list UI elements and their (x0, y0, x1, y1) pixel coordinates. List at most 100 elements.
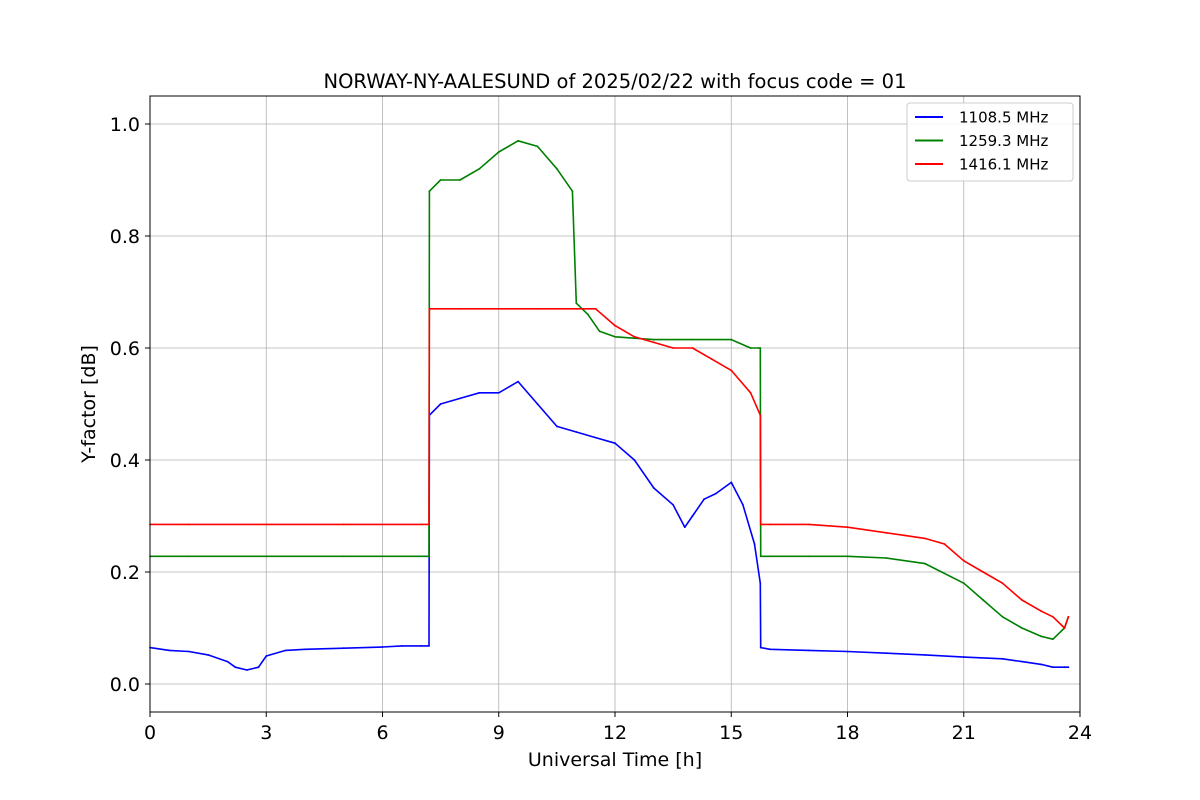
chart-title: NORWAY-NY-AALESUND of 2025/02/22 with fo… (324, 70, 907, 93)
series-0-point (234, 666, 237, 669)
x-tick-label: 9 (493, 722, 505, 744)
series-0-point (517, 380, 519, 383)
series-0-point (703, 498, 705, 501)
series-2-point (428, 307, 431, 310)
legend: 1108.5 MHz 1259.3 MHz 1416.1 MHz (906, 102, 1074, 182)
series-0-point (536, 403, 539, 405)
series-0-point (807, 649, 810, 652)
series-0-point (691, 515, 694, 517)
series-2-point (1052, 615, 1054, 618)
series-0-point (759, 646, 762, 649)
series-0-point (730, 481, 733, 484)
x-tick-label: 18 (835, 722, 859, 744)
series-2-point (691, 347, 694, 349)
series-1-point (691, 338, 694, 341)
series-2-point (749, 391, 752, 394)
series-2-point (497, 307, 500, 310)
series-2-point (536, 307, 539, 310)
x-tick-label: 0 (144, 722, 156, 744)
series-0-point (683, 526, 686, 529)
series-1-point (982, 599, 984, 601)
series-1-point (759, 555, 762, 558)
legend-label-1: 1259.3 MHz (959, 132, 1048, 150)
series-2-point (265, 523, 268, 526)
series-1-point (1052, 638, 1054, 641)
series-1-point (571, 190, 574, 193)
series-1-point (759, 347, 762, 349)
series-0-point (1040, 663, 1043, 666)
series-2-point (652, 341, 655, 344)
series-0-point (594, 436, 597, 439)
series-0-point (428, 645, 430, 647)
x-tick-label: 12 (603, 722, 627, 744)
series-0-point (1052, 666, 1054, 669)
legend-frame (906, 102, 1074, 182)
x-tick-label: 24 (1068, 722, 1092, 744)
series-2-point (633, 335, 636, 338)
series-0-point (885, 652, 888, 655)
series-0-point (284, 649, 287, 652)
series-0-point (714, 492, 717, 495)
series-0-point (924, 654, 926, 656)
series-1-point (749, 347, 752, 349)
series-0-point (497, 391, 500, 394)
series-2-point (759, 414, 762, 417)
series-1-point (459, 179, 461, 181)
series-0-point (246, 669, 248, 671)
series-0-point (257, 666, 260, 669)
series-2-point (1001, 582, 1004, 585)
series-1-point (962, 582, 965, 585)
series-2-point (730, 369, 733, 372)
legend-label-0: 1108.5 MHz (959, 109, 1048, 127)
series-2-point (575, 307, 578, 310)
x-tick-label: 21 (952, 722, 976, 744)
y-tick-label: 0.2 (110, 562, 140, 584)
x-tick-label: 3 (260, 722, 272, 744)
series-0-point (1021, 660, 1023, 663)
series-1-point (428, 555, 430, 558)
x-axis-label: Universal Time [h] (528, 749, 702, 771)
series-0-point (1063, 666, 1066, 669)
series-1-point (652, 338, 655, 341)
series-2-point (962, 559, 965, 562)
series-2-point (982, 571, 984, 573)
series-2-point (885, 531, 888, 534)
series-0-point (381, 646, 384, 648)
series-0-point (342, 647, 345, 650)
series-2-point (1063, 627, 1066, 629)
series-0-point (672, 503, 674, 506)
series-0-point (614, 442, 616, 445)
series-1-point (265, 555, 268, 558)
series-0-point (207, 654, 210, 656)
series-2-point (614, 324, 616, 327)
series-1-point (187, 555, 190, 558)
series-0-point (742, 503, 744, 506)
axes: 0 3 6 9 12 15 18 21 24 0.0 0.2 0.4 0.6 0.8 1.0 (110, 114, 1092, 744)
series-0-point (304, 648, 306, 651)
series-2-point (711, 358, 713, 361)
series-1-point (556, 167, 558, 170)
series-1-point (420, 555, 423, 558)
series-0-point (575, 431, 578, 433)
series-1-point (614, 335, 616, 338)
series-0-point (962, 656, 965, 658)
series-2-point (1040, 610, 1043, 613)
series-1-point (807, 555, 810, 558)
series-0-point (1067, 666, 1070, 669)
series-0-point (759, 582, 762, 585)
series-1-point (428, 190, 431, 193)
series-2-point (342, 523, 345, 526)
x-tick-label: 6 (376, 722, 388, 744)
series-2-point (943, 543, 946, 545)
series-1-point (497, 151, 500, 153)
series-1-point (536, 145, 539, 148)
series-2-point (846, 526, 849, 529)
series-0-point (226, 660, 229, 663)
series-0-point (478, 391, 481, 394)
series-1-point (769, 555, 771, 558)
series-1-point (924, 562, 926, 565)
series-0-point (265, 655, 268, 657)
y-tick-label: 0.8 (110, 226, 140, 248)
series-1-point (1021, 627, 1023, 629)
